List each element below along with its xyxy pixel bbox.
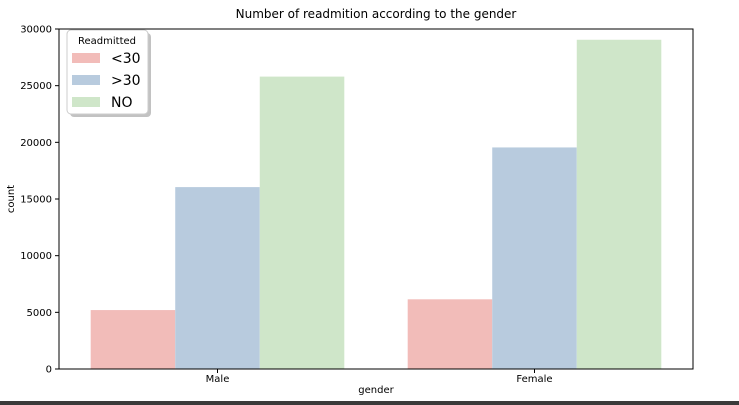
legend-label: <30 (111, 51, 141, 67)
legend: Readmitted <30 >30 NO (66, 29, 151, 117)
legend-swatch (72, 53, 100, 63)
y-tick-label: 20000 (20, 138, 52, 149)
bar-gt30-female (492, 147, 577, 369)
y-tick-label: 0 (46, 365, 52, 376)
y-tick-label: 15000 (20, 195, 52, 206)
y-tick-label: 25000 (20, 81, 52, 92)
bar-NO-female (576, 39, 662, 370)
bar-NO-male (259, 76, 345, 369)
bottom-border (0, 401, 739, 405)
bar-lt30-male (90, 310, 176, 369)
x-tick-label: Female (516, 374, 552, 385)
plot-frame (58, 28, 694, 370)
x-tick-label: Male (206, 374, 230, 385)
bar-lt30-female (407, 299, 493, 369)
y-axis-label: count (6, 185, 17, 213)
legend-title: Readmitted (78, 36, 136, 47)
legend-label: >30 (111, 73, 141, 89)
x-axis-ticks: Male Female (206, 369, 553, 385)
y-tick-label: 5000 (27, 308, 52, 319)
bars (90, 39, 662, 370)
y-axis-ticks: 0 5000 10000 15000 20000 25000 30000 (20, 25, 59, 376)
legend-swatch (72, 75, 100, 85)
chart-title: Number of readmition according to the ge… (236, 7, 517, 21)
legend-swatch (72, 97, 100, 107)
x-axis-label: gender (358, 385, 394, 396)
legend-label: NO (111, 95, 133, 111)
y-tick-label: 30000 (20, 25, 52, 36)
legend-box (66, 29, 149, 115)
y-tick-label: 10000 (20, 251, 52, 262)
bar-gt30-male (175, 187, 260, 369)
